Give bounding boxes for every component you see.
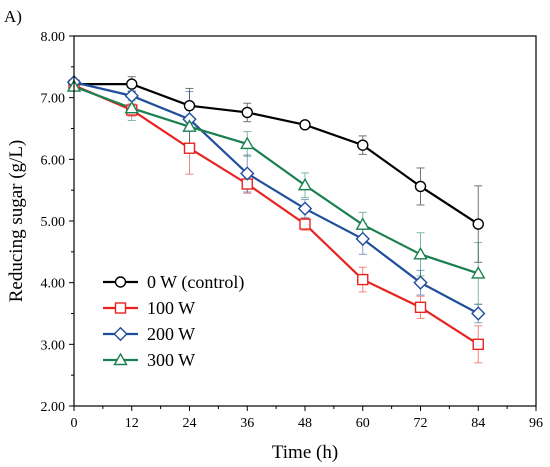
data-point-200-w-6: [413, 275, 428, 290]
legend-marker-100-w: [114, 302, 127, 314]
legend: 0 W (control) 100 W 200 W 300 W: [103, 272, 244, 370]
data-point-0-w-control-3: [241, 106, 253, 119]
y-axis-ticks: 2.00 3.00 4.00 5.00 6.00 7.00 8.00: [41, 30, 74, 415]
data-point-0-w-control-1: [126, 78, 138, 90]
data-point-300-w-6: [413, 246, 428, 260]
data-point-300-w-5: [355, 217, 370, 230]
data-point-100-w-5: [357, 273, 369, 286]
data-point-100-w-7: [472, 338, 484, 351]
y-axis-title: Reducing sugar (g/L): [6, 140, 27, 303]
y-tick-label-5: 7.00: [41, 92, 66, 107]
panel-label: A): [4, 7, 22, 26]
data-point-300-w-1: [124, 100, 139, 114]
series-lines: [73, 81, 479, 346]
x-axis-ticks: 0 12 24 36 48 60 72 84 96: [71, 406, 543, 431]
data-point-200-w-1: [124, 88, 139, 104]
x-tick-label-5: 60: [356, 416, 370, 431]
y-tick-label-6: 8.00: [41, 30, 66, 45]
legend-label-300-w: 300 W: [147, 350, 195, 370]
data-point-0-w-control-2: [183, 99, 196, 112]
data-point-300-w-2: [182, 119, 197, 132]
x-tick-label-7: 84: [471, 416, 485, 431]
series-line-0-w-control: [74, 82, 479, 226]
y-tick-label-1: 3.00: [41, 338, 66, 353]
series-line-200-w: [73, 81, 479, 315]
y-tick-label-3: 5.00: [41, 215, 66, 230]
x-axis-title: Time (h): [272, 442, 338, 463]
legend-entry-100-w: 100 W: [103, 298, 195, 318]
legend-label-0-w-control: 0 W (control): [147, 272, 244, 293]
y-tick-label-0: 2.00: [41, 400, 66, 415]
x-tick-label-4: 48: [298, 416, 312, 431]
x-tick-label-1: 12: [125, 416, 139, 431]
data-point-200-w-4: [297, 201, 313, 216]
data-point-200-w-3: [240, 166, 255, 181]
legend-label-200-w: 200 W: [147, 324, 195, 344]
x-tick-label-6: 72: [414, 416, 428, 431]
legend-marker-300-w: [113, 352, 128, 366]
data-point-0-w-control-4: [299, 119, 311, 131]
series-line-100-w: [73, 84, 479, 346]
legend-marker-200-w: [113, 326, 128, 342]
data-point-300-w-7: [471, 266, 486, 279]
data-point-200-w-7: [471, 306, 486, 321]
data-point-100-w-4: [299, 218, 311, 230]
y-tick-label-2: 4.00: [41, 277, 66, 292]
data-point-300-w-4: [297, 177, 313, 191]
data-point-0-w-control-7: [472, 218, 484, 230]
data-point-markers: [66, 75, 486, 351]
data-point-0-w-control-6: [414, 180, 427, 193]
data-point-200-w-5: [355, 231, 370, 247]
x-tick-label-0: 0: [71, 416, 78, 431]
x-tick-label-3: 36: [240, 416, 254, 431]
x-tick-label-8: 96: [529, 416, 543, 431]
data-point-100-w-2: [183, 142, 196, 154]
series-line-300-w: [73, 85, 479, 275]
legend-marker-0-w-control: [114, 276, 127, 288]
x-tick-label-2: 24: [183, 416, 197, 431]
data-point-300-w-3: [240, 136, 255, 150]
legend-label-100-w: 100 W: [147, 298, 195, 318]
y-tick-label-4: 6.00: [41, 153, 66, 168]
data-point-100-w-6: [414, 301, 427, 314]
legend-entry-200-w: 200 W: [103, 324, 195, 344]
data-point-0-w-control-5: [357, 139, 369, 151]
legend-entry-0-w-control: 0 W (control): [103, 272, 244, 293]
legend-entry-300-w: 300 W: [103, 350, 195, 370]
